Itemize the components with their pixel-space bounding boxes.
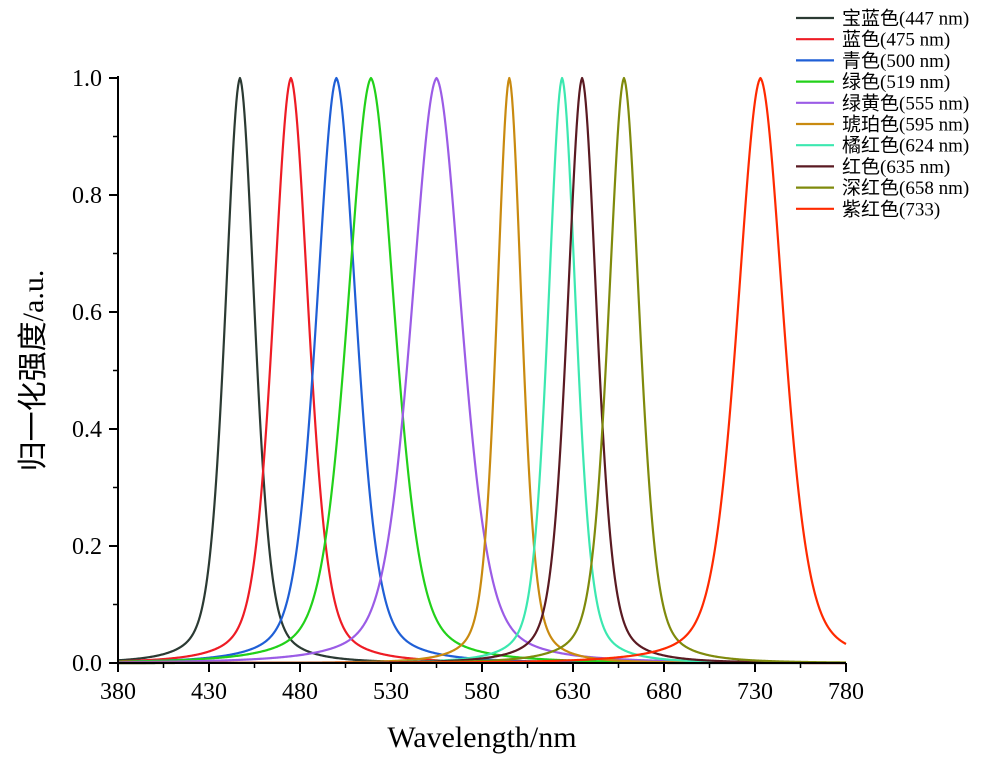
series-curves xyxy=(117,76,847,665)
x-tick-label: 680 xyxy=(646,679,682,705)
y-tick-label: 0.0 xyxy=(72,651,102,677)
y-tick-label: 0.8 xyxy=(72,183,102,209)
legend-label-9: 深红色(658 nm) xyxy=(842,177,969,199)
legend-label-8: 红色(635 nm) xyxy=(842,156,950,178)
axes: 380 430 480 530 580 630 680 730 780 0.0 0.2 0.4 0.6 0… xyxy=(72,66,864,705)
x-tick-label: 430 xyxy=(191,679,227,705)
x-axis-title: Wavelength/nm xyxy=(387,721,576,754)
x-tick-label: 630 xyxy=(555,679,591,705)
legend-label-1: 宝蓝色(447 nm) xyxy=(842,8,969,30)
x-tick-label: 380 xyxy=(100,679,136,705)
y-axis-title: 归一化强度/a.u. xyxy=(17,270,50,472)
series-line-6 xyxy=(117,76,847,665)
y-tick-label: 1.0 xyxy=(72,66,102,92)
legend-label-3: 青色(500 nm) xyxy=(842,50,950,72)
y-tick-label: 0.6 xyxy=(72,300,102,326)
x-tick-label: 730 xyxy=(737,679,773,705)
y-tick-label: 0.2 xyxy=(72,534,102,560)
x-tick-label: 480 xyxy=(282,679,318,705)
legend-label-4: 绿色(519 nm) xyxy=(842,71,950,93)
x-tick-label: 780 xyxy=(828,679,864,705)
y-tick-label: 0.4 xyxy=(72,417,102,443)
legend-label-10: 紫红色(733) xyxy=(842,198,940,220)
x-tick-label: 580 xyxy=(464,679,500,705)
legend-label-7: 橘红色(624 nm) xyxy=(842,135,969,157)
x-tick-label: 530 xyxy=(373,679,409,705)
legend-label-6: 琥珀色(595 nm) xyxy=(842,114,969,136)
legend: 宝蓝色(447 nm)蓝色(475 nm)青色(500 nm)绿色(519 nm… xyxy=(796,8,969,220)
legend-label-5: 绿黄色(555 nm) xyxy=(842,92,969,114)
legend-label-2: 蓝色(475 nm) xyxy=(842,29,950,51)
